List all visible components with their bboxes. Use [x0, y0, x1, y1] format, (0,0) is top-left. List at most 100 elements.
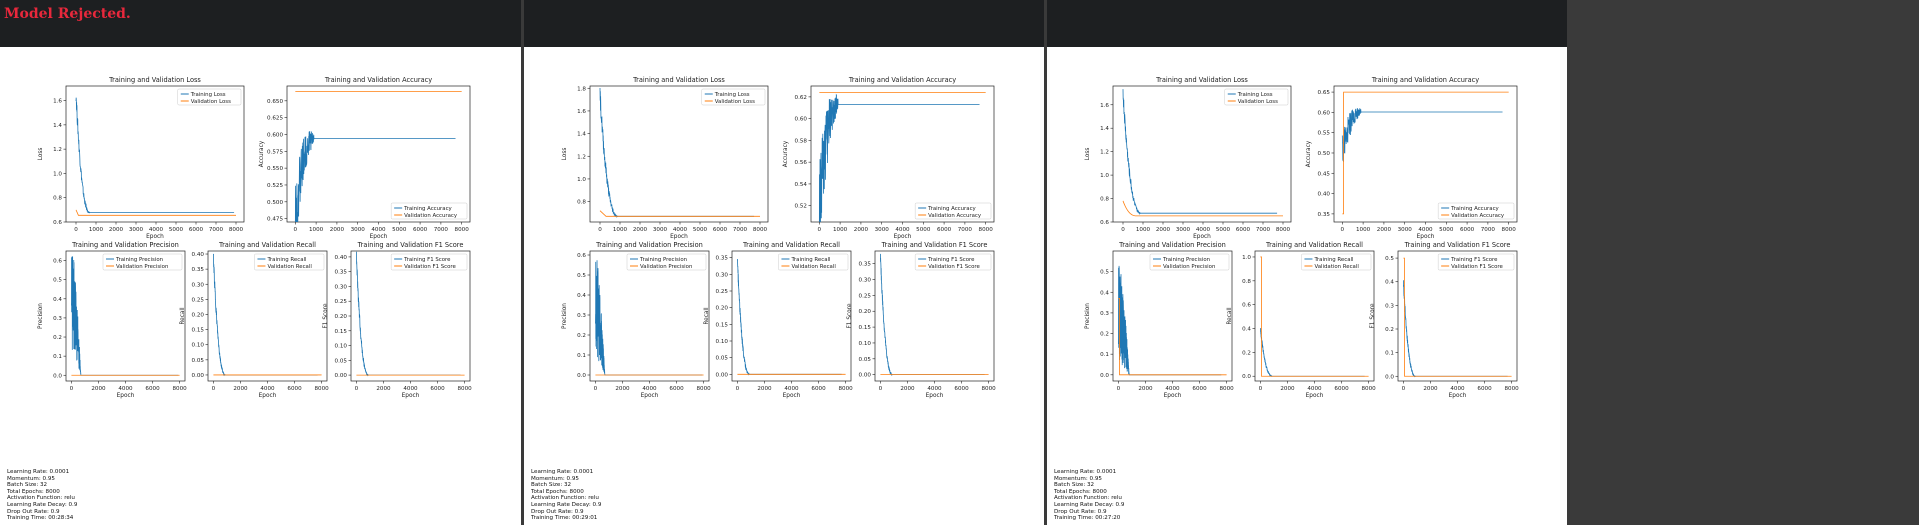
training-series-line: [1260, 328, 1365, 377]
y-tick-label: 0.1: [1385, 351, 1394, 357]
y-axis-label: Precision: [1085, 303, 1091, 329]
hyperparameter-line: Momentum: 0.95: [1054, 475, 1102, 482]
x-axis-label: Epoch: [117, 393, 135, 399]
y-tick-label: 0.00: [716, 372, 729, 378]
charts-canvas: Training and Validation Loss 0 1000 2000 300…: [38, 76, 472, 399]
y-tick-label: 0.575: [267, 149, 283, 155]
hyperparameter-line: Training Time: 00:29:01: [531, 515, 598, 522]
hyperparameter-line: Batch Size: 32: [531, 482, 572, 489]
x-tick-label: 4000: [642, 386, 657, 392]
chart-title: Training and Validation Loss: [108, 76, 201, 84]
hyperparameter-line: Batch Size: 32: [1054, 482, 1095, 489]
legend-entry: Training Recall: [790, 257, 830, 263]
x-tick-label: 6000: [430, 386, 445, 392]
y-tick-label: 0.0: [1242, 374, 1251, 380]
validation-series-line: [599, 210, 760, 217]
x-tick-label: 2000: [109, 227, 124, 233]
y-tick-label: 0.6: [53, 259, 62, 265]
chart-title: Training and Validation Accuracy: [1371, 76, 1479, 84]
y-tick-label: 0.2: [1242, 350, 1251, 356]
x-tick-label: 0: [1341, 227, 1345, 233]
x-tick-label: 4000: [1418, 227, 1433, 233]
top-bar: [1047, 0, 1567, 47]
legend-entry: Training Accuracy: [927, 206, 976, 212]
y-tick-label: 0.4: [53, 297, 62, 303]
x-tick-label: 8000: [455, 227, 470, 233]
y-tick-label: 0.3: [577, 313, 586, 319]
y-axis-label: F1 Score: [847, 303, 853, 329]
y-tick-label: 0.8: [577, 200, 586, 206]
y-axis-label: F1 Score: [1370, 303, 1376, 329]
x-tick-label: 0: [594, 386, 598, 392]
validation-series-line: [1118, 298, 1227, 376]
x-tick-label: 3000: [1176, 227, 1191, 233]
y-tick-label: 0.52: [795, 204, 807, 210]
training-series-line: [213, 253, 318, 377]
legend-entry: Validation Precision: [640, 264, 692, 270]
y-tick-label: 0.8: [1100, 197, 1109, 203]
y-tick-label: 0.4: [577, 293, 586, 299]
y-tick-label: 0.60: [795, 117, 808, 123]
legend-entry: Training Recall: [1313, 257, 1353, 263]
x-tick-label: 8000: [1219, 386, 1234, 392]
y-tick-label: 0.2: [53, 335, 62, 341]
x-axis-label: Epoch: [1164, 393, 1182, 399]
y-tick-label: 0.25: [716, 289, 729, 295]
x-tick-label: 1000: [833, 227, 848, 233]
plot-frame: [589, 250, 710, 382]
validation-series-line: [75, 209, 236, 216]
y-axis-label: Loss: [562, 148, 568, 161]
chart-title: Training and Validation F1 Score: [357, 241, 464, 249]
x-tick-label: 2000: [633, 227, 648, 233]
y-tick-label: 1.2: [1100, 150, 1109, 156]
x-tick-label: 2000: [1138, 386, 1153, 392]
legend-entry: Training Accuracy: [1450, 206, 1499, 212]
y-tick-label: 1.2: [53, 147, 62, 153]
x-tick-label: 2000: [1377, 227, 1392, 233]
y-tick-label: 0.56: [795, 160, 808, 166]
x-tick-label: 8000: [979, 227, 994, 233]
x-tick-label: 4000: [784, 386, 799, 392]
y-tick-label: 0.15: [716, 322, 729, 328]
y-axis-label: Recall: [180, 307, 186, 325]
x-tick-label: 3000: [351, 227, 366, 233]
x-tick-label: 2000: [1156, 227, 1171, 233]
y-tick-label: 0.58: [795, 138, 808, 144]
legend-entry: Validation Recall: [267, 264, 311, 270]
y-tick-label: 0.550: [267, 166, 283, 172]
chart-title: Training and Validation Recall: [1265, 241, 1363, 249]
y-axis-label: Recall: [1227, 307, 1233, 325]
legend-entry: Training Precision: [639, 257, 687, 263]
run1-chart2: Training and Validation Accuracy 0 1000 200…: [259, 76, 471, 240]
y-tick-label: 0.3: [1385, 303, 1394, 309]
y-tick-label: 0.65: [1318, 90, 1331, 96]
y-tick-label: 0.00: [859, 373, 872, 379]
y-tick-label: 0.4: [1100, 290, 1109, 296]
y-tick-label: 0.5: [53, 278, 62, 284]
training-series-line: [818, 93, 980, 222]
plot-frame: [1112, 250, 1233, 382]
y-tick-label: 0.6: [1242, 303, 1251, 309]
y-tick-label: 0.30: [859, 278, 872, 284]
y-tick-label: 0.20: [859, 309, 872, 315]
x-tick-label: 7000: [434, 227, 449, 233]
legend-entry: Validation F1 Score: [928, 264, 980, 270]
y-tick-label: 0.45: [1318, 171, 1331, 177]
y-tick-label: 0.25: [859, 293, 872, 299]
y-tick-label: 0.650: [267, 99, 283, 105]
y-tick-label: 0.0: [53, 373, 62, 379]
plot-frame: [207, 250, 328, 382]
x-tick-label: 8000: [1504, 386, 1519, 392]
y-tick-label: 1.4: [577, 132, 586, 138]
x-tick-label: 6000: [1477, 386, 1492, 392]
x-tick-label: 0: [1259, 386, 1263, 392]
y-axis-label: Precision: [562, 303, 568, 329]
hyperparameter-list: Learning Rate: 0.0001 Momentum: 0.95 Batch…: [7, 469, 77, 522]
y-tick-label: 0.50: [1318, 151, 1331, 157]
hyperparameter-line: Learning Rate: 0.0001: [7, 469, 70, 475]
y-tick-label: 0.625: [267, 116, 283, 122]
